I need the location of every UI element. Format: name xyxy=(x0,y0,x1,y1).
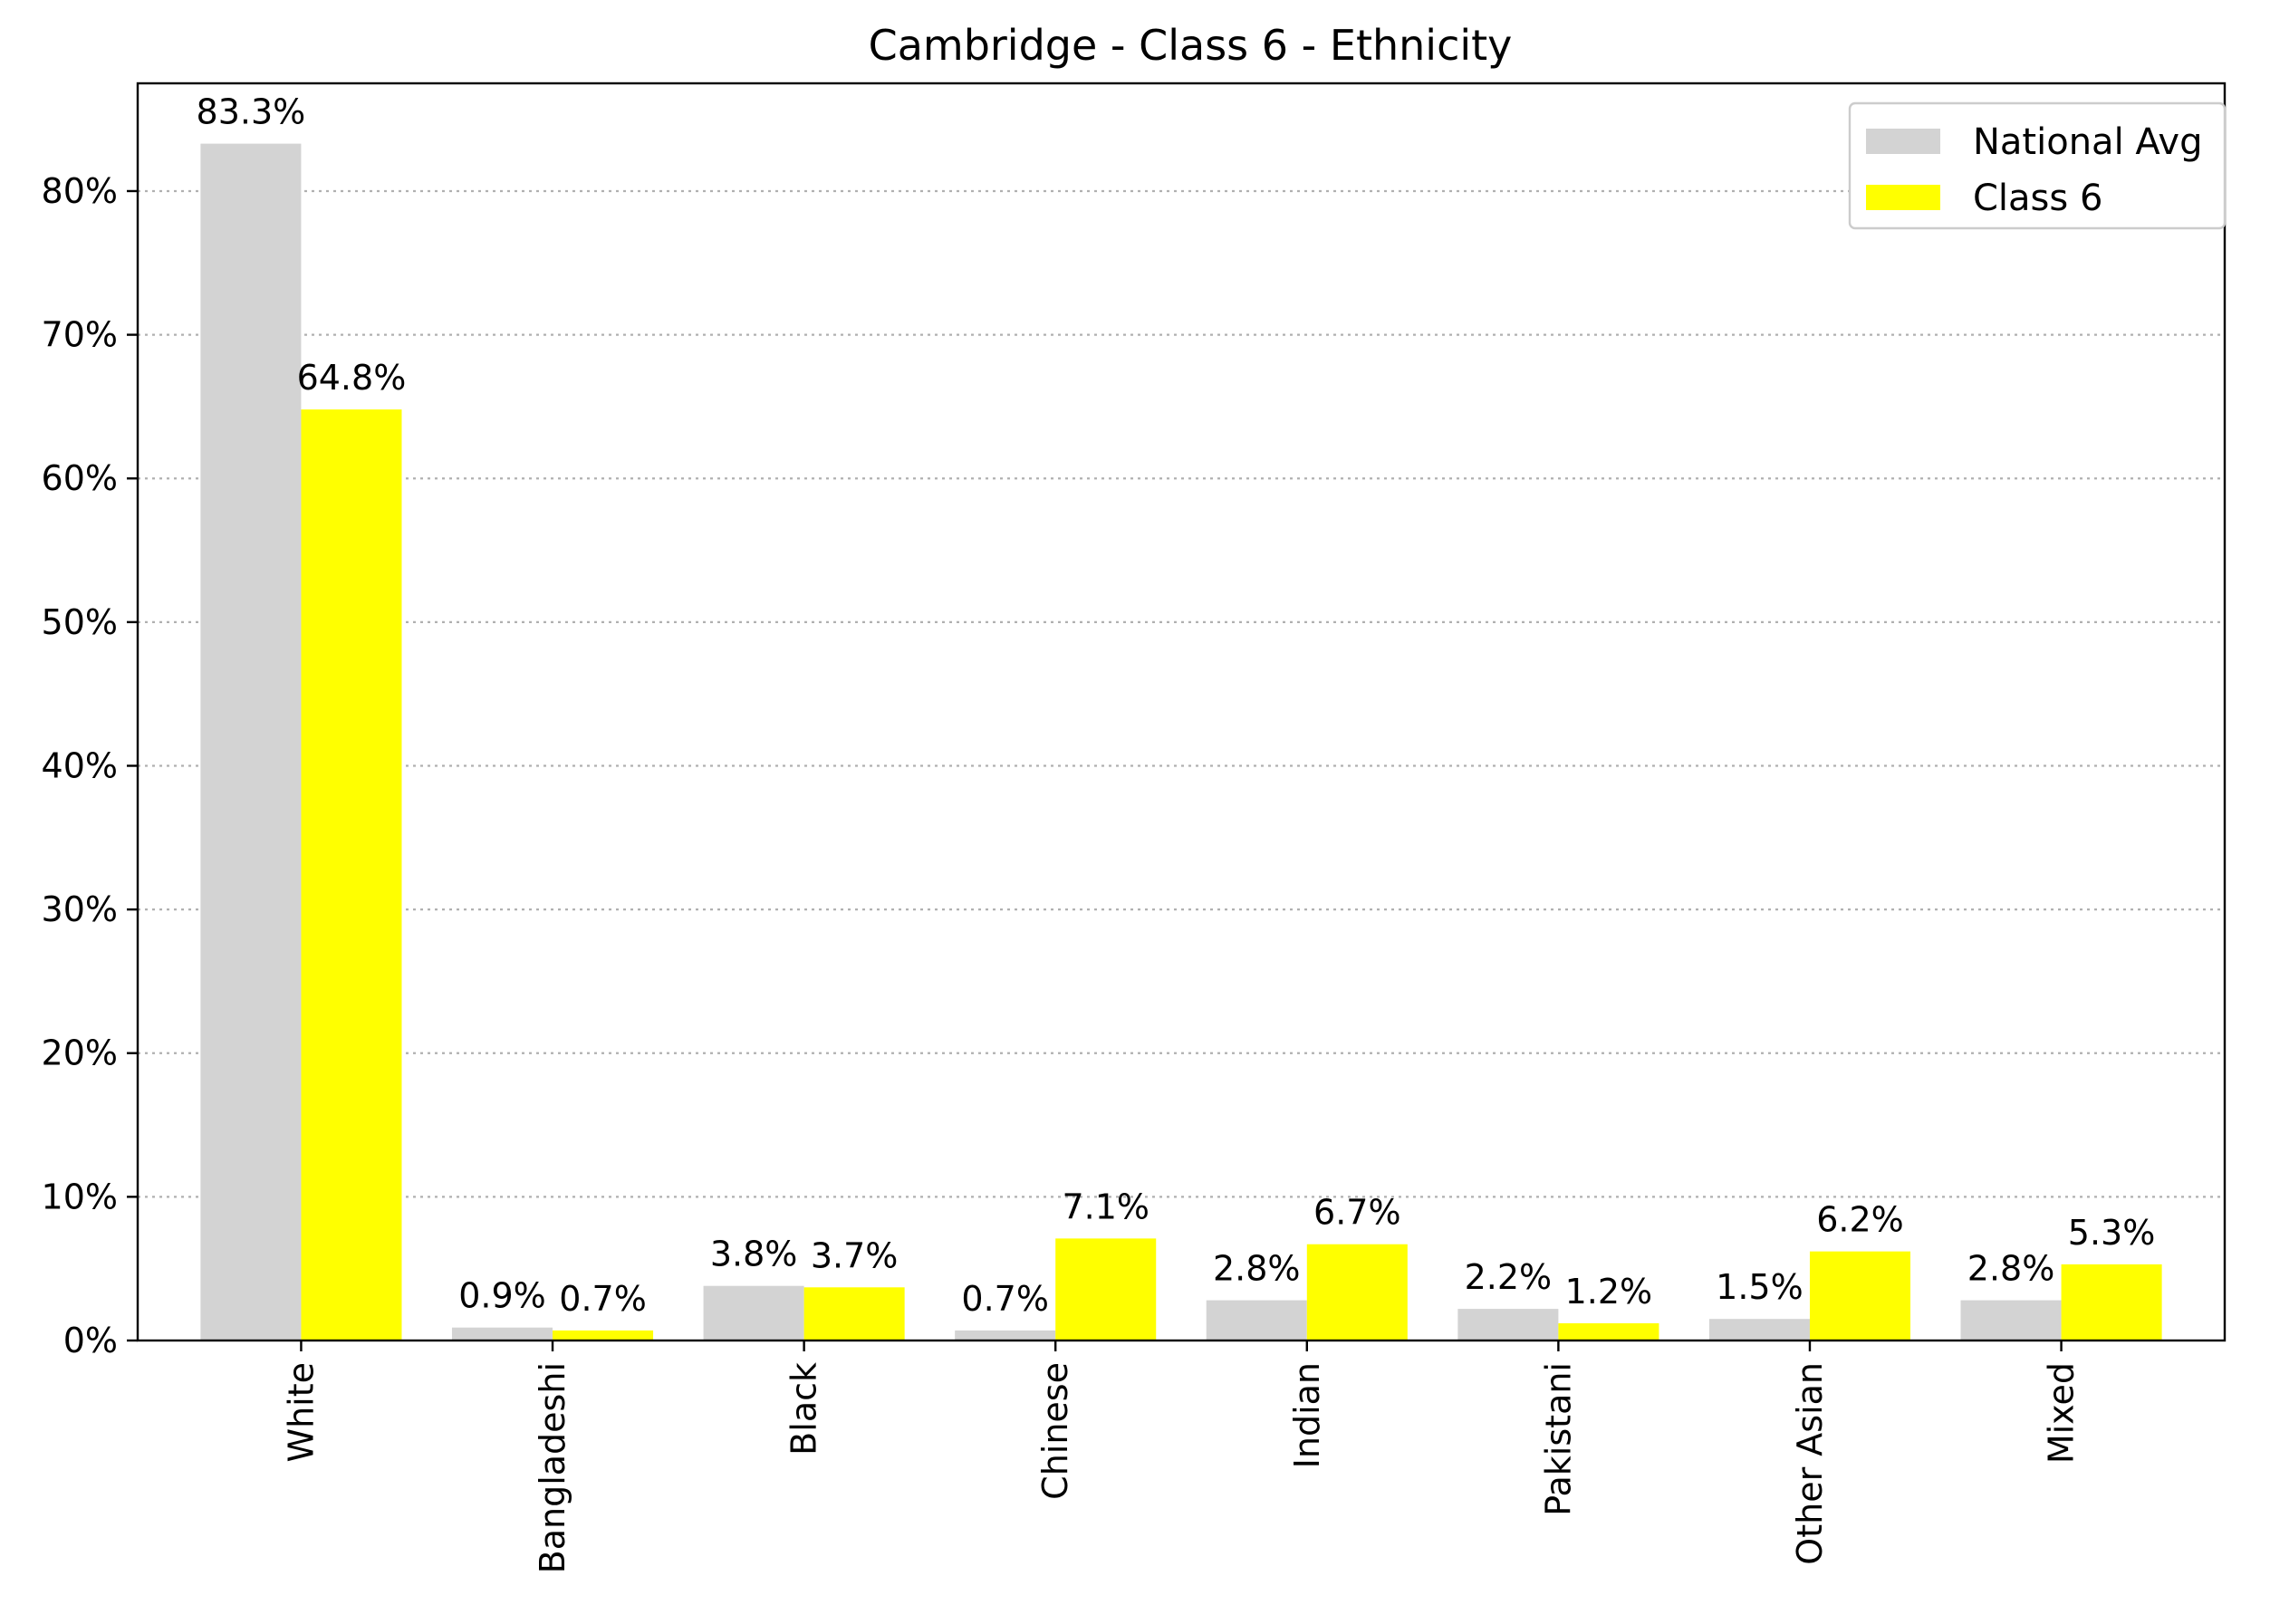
y-tick-label: 30% xyxy=(42,889,118,929)
bar-value-label: 83.3% xyxy=(197,92,306,132)
bar-national-avg xyxy=(955,1330,1056,1341)
x-tick-label: Other Asian xyxy=(1790,1362,1830,1565)
bar-class-6 xyxy=(1809,1251,1911,1341)
bar-national-avg xyxy=(1206,1300,1307,1341)
bar-value-label: 2.8% xyxy=(1213,1249,1301,1289)
x-tick-label: Indian xyxy=(1287,1362,1327,1468)
legend-swatch xyxy=(1866,185,1940,210)
legend-swatch xyxy=(1866,129,1940,154)
y-tick-label: 10% xyxy=(42,1177,118,1216)
bar-value-label: 6.7% xyxy=(1313,1193,1401,1233)
x-tick-label: Mixed xyxy=(2042,1362,2082,1464)
bar-class-6 xyxy=(1055,1238,1157,1341)
bar-value-label: 0.7% xyxy=(961,1279,1049,1319)
x-tick-label: Chinese xyxy=(1035,1362,1075,1500)
bar-value-label: 3.7% xyxy=(811,1235,899,1275)
bar-value-label: 5.3% xyxy=(2068,1213,2156,1253)
x-tick-label: White xyxy=(281,1362,321,1463)
y-tick-label: 70% xyxy=(42,315,118,355)
bar-class-6 xyxy=(301,409,402,1341)
bar-national-avg xyxy=(703,1285,804,1341)
legend-label: National Avg xyxy=(1973,121,2202,163)
axes: 0% 10% 20% 30% 40% 50% 60% 70% 80% White Banglades… xyxy=(42,82,2227,1573)
bar-value-label: 7.1% xyxy=(1062,1187,1149,1226)
bar-national-avg xyxy=(1708,1319,1810,1341)
bar-class-6 xyxy=(1558,1322,1659,1341)
legend-label: Class 6 xyxy=(1973,178,2102,219)
plot-frame xyxy=(136,82,2227,1342)
bars xyxy=(200,143,2162,1341)
bar-value-label: 3.8% xyxy=(710,1235,798,1274)
bar-value-label: 6.2% xyxy=(1816,1200,1904,1240)
y-tick-label: 50% xyxy=(42,602,118,642)
x-tick-label: Black xyxy=(784,1362,824,1456)
bar-value-label: 0.9% xyxy=(458,1276,546,1316)
legend: National Avg Class 6 xyxy=(1848,101,2227,230)
gridlines xyxy=(138,189,2225,1198)
bar-national-avg xyxy=(1457,1309,1559,1341)
bar-class-6 xyxy=(2061,1264,2162,1341)
y-tick-label: 40% xyxy=(42,745,118,785)
bar-national-avg xyxy=(1960,1300,2062,1341)
bar-class-6 xyxy=(553,1330,654,1341)
bar-value-label: 0.7% xyxy=(559,1279,647,1319)
bar-class-6 xyxy=(803,1287,905,1341)
y-tick-label: 0% xyxy=(63,1321,118,1360)
legend-box xyxy=(1848,101,2227,230)
x-tick-label: Pakistani xyxy=(1538,1362,1578,1516)
chart-title: Cambridge - Class 6 - Ethnicity xyxy=(869,21,1513,70)
y-tick-label: 80% xyxy=(42,171,118,211)
bar-value-labels: 83.3% 64.8% 0.9% 0.7% 3.8% 3.7% 0.7% 7.1% 2.8% 6.… xyxy=(197,92,2156,1319)
bar-value-label: 1.2% xyxy=(1565,1272,1653,1312)
bar-class-6 xyxy=(1306,1244,1408,1341)
bar-value-label: 2.2% xyxy=(1465,1257,1553,1297)
x-tick-label: Bangladeshi xyxy=(533,1362,572,1573)
bar-value-label: 1.5% xyxy=(1716,1267,1803,1307)
y-tick-label: 20% xyxy=(42,1033,118,1073)
bar-value-label: 2.8% xyxy=(1967,1249,2055,1289)
bar-national-avg xyxy=(200,143,302,1341)
bar-national-avg xyxy=(451,1327,553,1341)
bar-value-label: 64.8% xyxy=(297,358,407,398)
y-tick-label: 60% xyxy=(42,458,118,498)
